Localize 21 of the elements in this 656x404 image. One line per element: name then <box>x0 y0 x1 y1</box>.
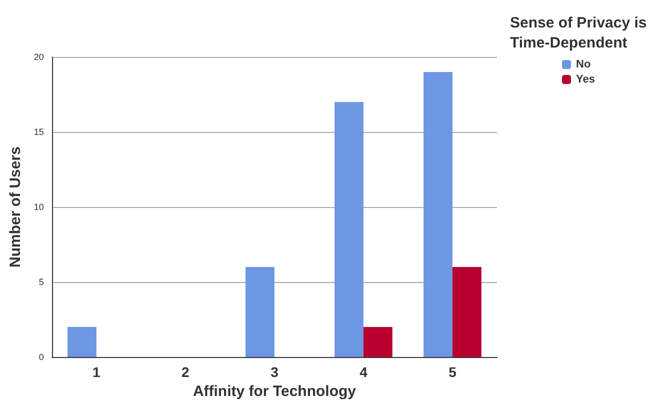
y-axis-title: Number of Users <box>7 146 24 268</box>
x-tick-label: 3 <box>270 364 279 380</box>
x-tick-label: 2 <box>182 364 190 380</box>
y-tick-label: 20 <box>34 52 44 62</box>
legend-label: No <box>576 58 591 70</box>
legend-label: Yes <box>576 74 595 86</box>
bar <box>334 102 364 357</box>
bar <box>424 72 452 357</box>
x-tick-label: 4 <box>360 364 368 380</box>
legend-title: Sense of Privacy is Time-Dependent <box>510 14 647 52</box>
x-tick-label: 5 <box>448 364 457 380</box>
bar <box>246 267 274 357</box>
y-tick-label: 15 <box>34 127 44 137</box>
y-tick-label: 10 <box>34 202 44 212</box>
x-tick-label: 1 <box>92 364 101 380</box>
bar <box>452 267 482 357</box>
bar <box>363 327 392 357</box>
bar <box>67 327 96 357</box>
y-tick-label: 5 <box>38 277 44 287</box>
x-axis-title: Affinity for Technology <box>192 382 357 400</box>
y-tick-label: 0 <box>38 352 44 362</box>
